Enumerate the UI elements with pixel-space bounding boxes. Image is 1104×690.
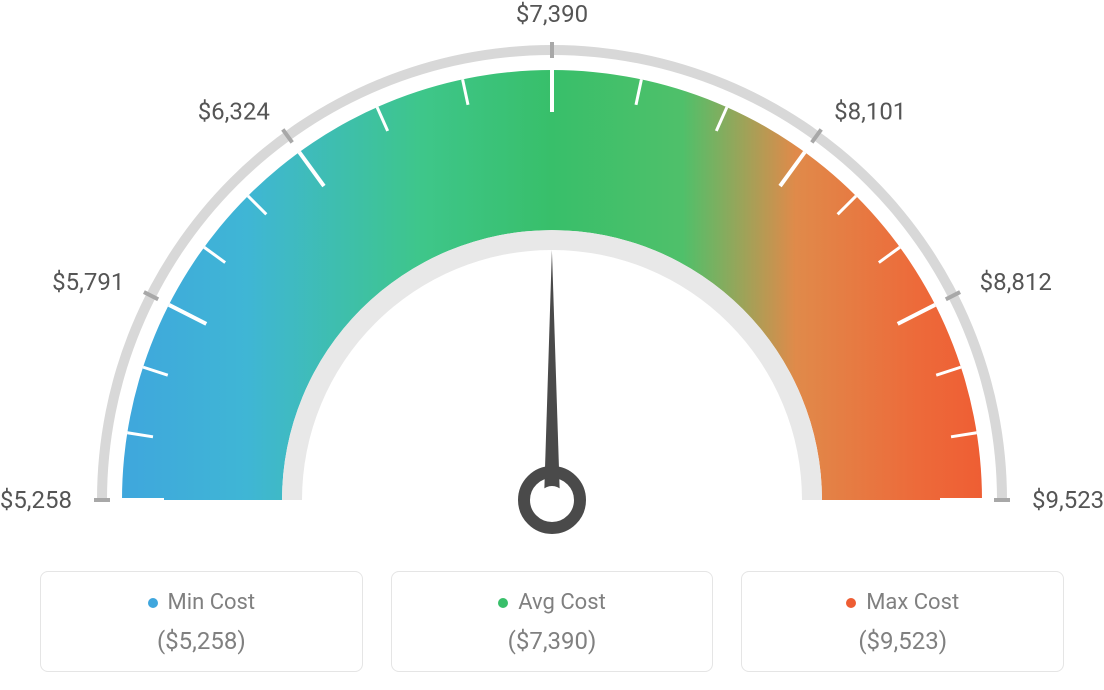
legend-card-max: Max Cost ($9,523) [741, 571, 1064, 672]
legend-max-label: Max Cost [846, 590, 959, 615]
legend-avg-value: ($7,390) [402, 627, 703, 655]
tick-label: $5,791 [52, 268, 124, 296]
legend-avg-label: Avg Cost [498, 590, 606, 615]
legend-max-value: ($9,523) [752, 627, 1053, 655]
legend-card-min: Min Cost ($5,258) [40, 571, 363, 672]
legend-min-label: Min Cost [148, 590, 256, 615]
legend-card-avg: Avg Cost ($7,390) [391, 571, 714, 672]
tick-label: $8,101 [834, 98, 906, 126]
legend-min-value: ($5,258) [51, 627, 352, 655]
tick-label: $7,390 [516, 0, 588, 28]
needle-hub-inner [538, 486, 566, 514]
tick-label: $6,324 [198, 98, 270, 126]
cost-gauge-chart: $5,258 $5,791 $6,324 $7,390 $8,101 $8,812 $9,5… [0, 0, 1104, 690]
tick-label: $9,523 [1032, 486, 1104, 514]
tick-label: $8,812 [980, 268, 1052, 296]
legend-row: Min Cost ($5,258) Avg Cost ($7,390) Max … [40, 571, 1064, 672]
tick-label: $5,258 [0, 486, 72, 514]
gauge-area: $5,258 $5,791 $6,324 $7,390 $8,101 $8,812 $9,5… [0, 0, 1104, 560]
needle [544, 250, 560, 500]
gauge-svg: $5,258 $5,791 $6,324 $7,390 $8,101 $8,812 $9,5… [0, 0, 1104, 560]
